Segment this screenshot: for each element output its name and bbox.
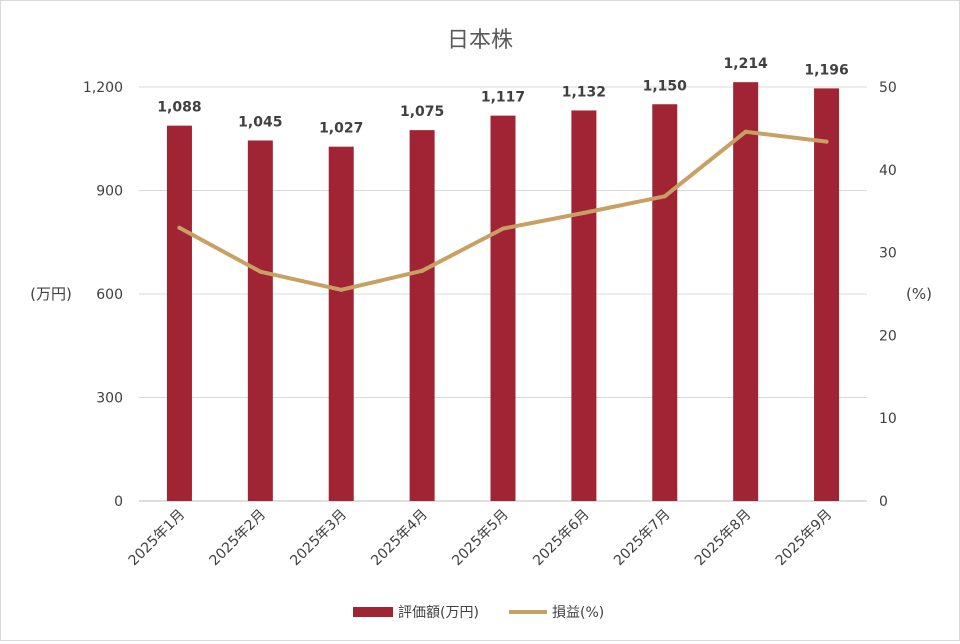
line-point bbox=[420, 268, 425, 273]
bar-value-label: 1,045 bbox=[238, 114, 282, 130]
line-series bbox=[177, 129, 829, 292]
left-tick-label: 1,200 bbox=[83, 80, 123, 96]
x-tick-label: 2025年1月 bbox=[126, 507, 189, 570]
bar bbox=[247, 140, 273, 501]
line-point bbox=[581, 210, 586, 215]
line-point bbox=[824, 139, 829, 144]
bar bbox=[490, 115, 516, 501]
line-point bbox=[339, 287, 344, 292]
legend-label-line: 損益(%) bbox=[552, 605, 604, 621]
x-tick-label: 2025年3月 bbox=[287, 507, 350, 570]
bar-value-label: 1,214 bbox=[724, 56, 769, 72]
bar-series bbox=[166, 82, 840, 502]
bar bbox=[652, 104, 678, 501]
left-axis-ticks: 0 300 600 900 1,200 bbox=[83, 80, 123, 510]
bar-value-label: 1,117 bbox=[481, 90, 525, 106]
bar-data-labels: 1,088 1,045 1,027 1,075 1,117 1,132 1,150 1,214… bbox=[157, 56, 848, 137]
right-axis-label: (%) bbox=[906, 285, 932, 303]
bar-value-label: 1,196 bbox=[804, 62, 848, 78]
x-axis-ticks: 2025年1月 2025年2月 2025年3月 2025年4月 2025年5月 2025年… bbox=[126, 507, 836, 570]
x-tick-label: 2025年2月 bbox=[207, 507, 270, 570]
right-tick-label: 0 bbox=[879, 494, 888, 510]
x-tick-label: 2025年5月 bbox=[449, 507, 512, 570]
line-point bbox=[258, 269, 263, 274]
bar bbox=[409, 130, 435, 501]
bar bbox=[733, 82, 759, 502]
bar-value-label: 1,088 bbox=[157, 100, 201, 116]
right-tick-label: 10 bbox=[879, 411, 897, 427]
line-point bbox=[177, 225, 182, 230]
legend-swatch-bar bbox=[353, 607, 393, 617]
left-tick-label: 0 bbox=[114, 494, 123, 510]
right-tick-label: 50 bbox=[879, 80, 897, 96]
left-axis-label: (万円) bbox=[30, 285, 72, 303]
bar-value-label: 1,075 bbox=[400, 104, 444, 120]
x-tick-label: 2025年6月 bbox=[530, 507, 593, 570]
bar-value-label: 1,132 bbox=[562, 84, 606, 100]
bar-value-label: 1,150 bbox=[643, 78, 688, 94]
bar-value-label: 1,027 bbox=[319, 121, 363, 137]
bar bbox=[814, 88, 840, 501]
x-tick-label: 2025年8月 bbox=[692, 507, 755, 570]
line-point bbox=[743, 129, 748, 134]
left-tick-label: 600 bbox=[96, 287, 123, 303]
x-tick-label: 2025年4月 bbox=[368, 507, 431, 570]
left-tick-label: 300 bbox=[96, 391, 123, 407]
right-tick-label: 30 bbox=[879, 246, 897, 262]
right-tick-label: 20 bbox=[879, 328, 897, 344]
line-point bbox=[662, 194, 667, 199]
legend: 評価額(万円) 損益(%) bbox=[353, 605, 604, 621]
left-tick-label: 900 bbox=[96, 184, 123, 200]
right-axis-ticks: 0 10 20 30 40 50 bbox=[879, 80, 897, 510]
x-tick-label: 2025年7月 bbox=[611, 507, 674, 570]
legend-label-bar: 評価額(万円) bbox=[398, 605, 479, 621]
chart-title: 日本株 bbox=[447, 28, 513, 53]
right-tick-label: 40 bbox=[879, 163, 897, 179]
bar bbox=[166, 125, 192, 501]
x-tick-label: 2025年9月 bbox=[773, 507, 836, 570]
bar bbox=[328, 146, 354, 501]
line-point bbox=[501, 226, 505, 231]
bar bbox=[571, 110, 597, 502]
